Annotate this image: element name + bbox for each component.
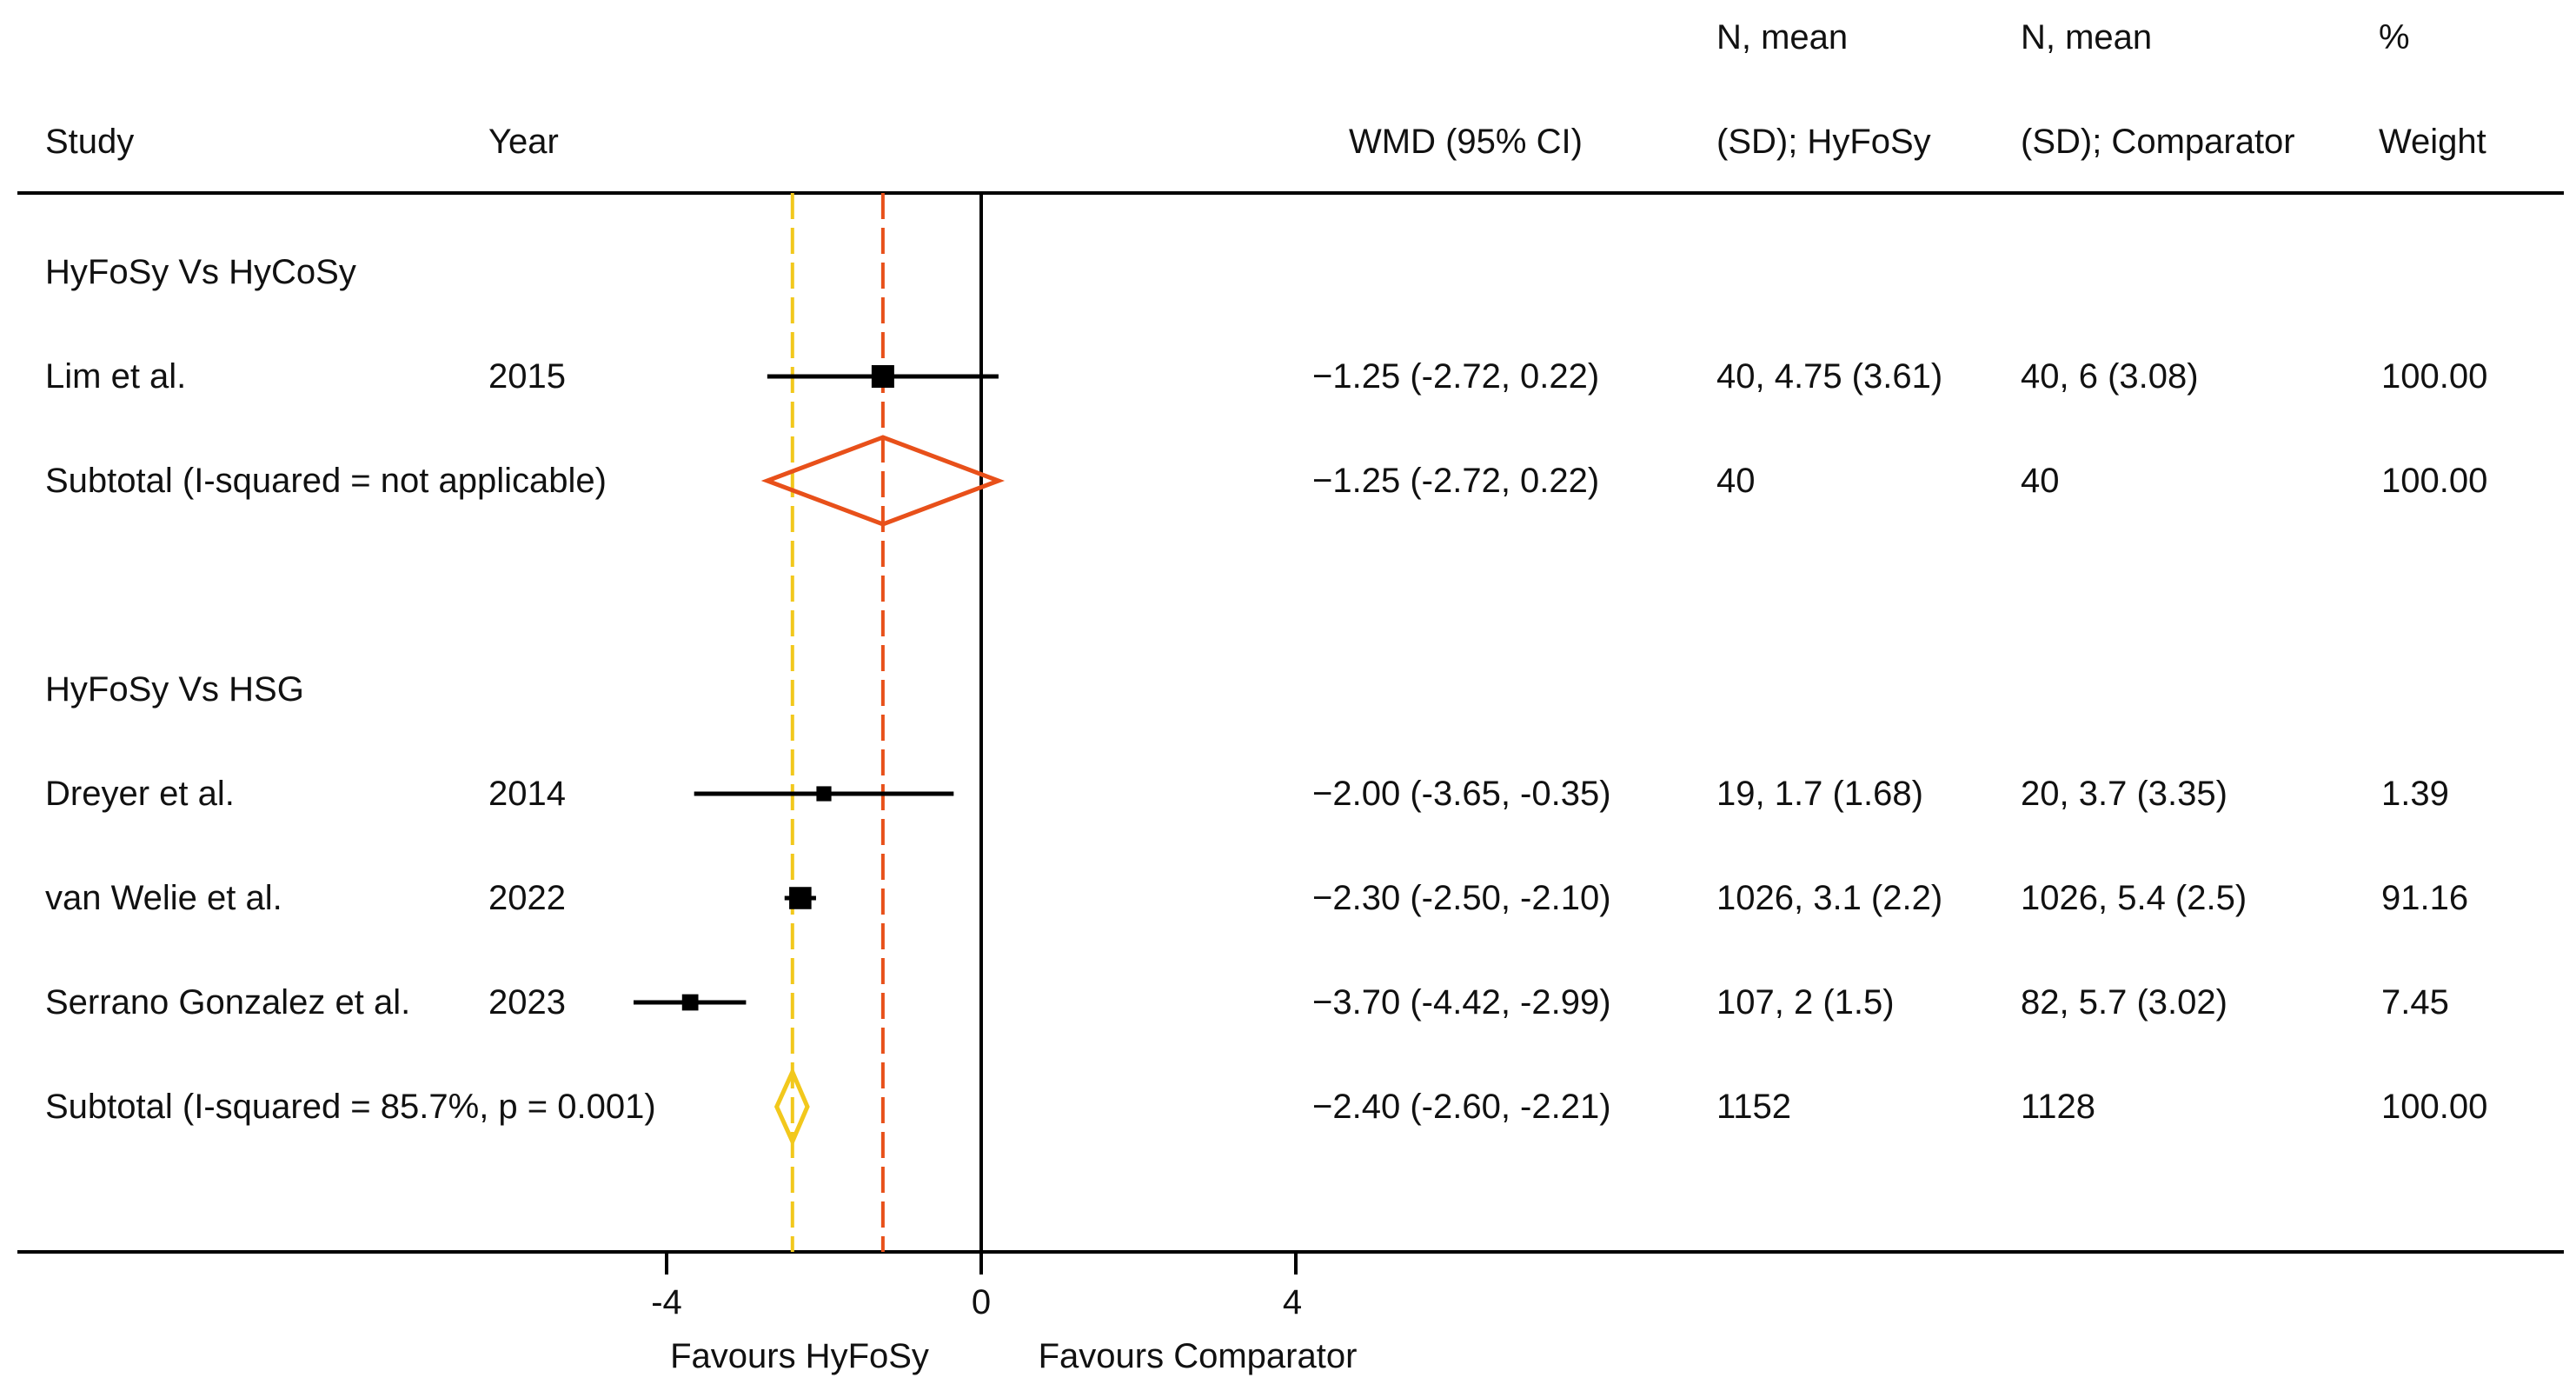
header-group2-line2: (SD); Comparator (2021, 123, 2295, 161)
subtotal-diamond (760, 435, 1006, 527)
point-estimate-marker (871, 365, 894, 388)
study-label: van Welie et al. (45, 879, 282, 917)
group-header-hycosy: HyFoSy Vs HyCoSy (45, 253, 356, 291)
subtotal-group1: 1152 (1716, 1088, 1792, 1126)
study-effect: −1.25 (-2.72, 0.22) (1312, 357, 1600, 396)
study-group2: 40, 6 (3.08) (2021, 357, 2199, 396)
header-weight-line1: % (2379, 18, 2410, 57)
subtotal-label: Subtotal (I-squared = not applicable) (45, 462, 607, 500)
point-estimate-marker (789, 887, 812, 909)
favours-right-label: Favours Comparator (1038, 1337, 1358, 1375)
study-weight: 100.00 (2381, 357, 2488, 396)
study-effect: −2.00 (-3.65, -0.35) (1312, 775, 1611, 813)
study-weight: 1.39 (2381, 775, 2449, 813)
header-group1-line2: (SD); HyFoSy (1716, 123, 1931, 161)
point-estimate-marker (681, 994, 699, 1011)
study-effect: −2.30 (-2.50, -2.10) (1312, 879, 1611, 917)
study-year: 2022 (488, 879, 566, 917)
subtotal-diamond (773, 1066, 810, 1148)
header-group1-line1: N, mean (1716, 18, 1849, 57)
header-year: Year (488, 123, 559, 161)
study-group1: 19, 1.7 (1.68) (1716, 775, 1923, 813)
subtotal-effect: −2.40 (-2.60, -2.21) (1312, 1088, 1611, 1126)
x-tick-label: -4 (651, 1283, 682, 1321)
subtotal-weight: 100.00 (2381, 1088, 2488, 1126)
header-study: Study (45, 123, 135, 161)
study-group1: 40, 4.75 (3.61) (1716, 357, 1943, 396)
subtotal-weight: 100.00 (2381, 462, 2488, 500)
point-estimate-marker (816, 786, 832, 802)
study-label: Serrano Gonzalez et al. (45, 983, 411, 1022)
subtotal-label: Subtotal (I-squared = 85.7%, p = 0.001) (45, 1088, 656, 1126)
study-year: 2015 (488, 357, 566, 396)
study-group2: 82, 5.7 (3.02) (2021, 983, 2227, 1022)
x-tick-label: 0 (971, 1283, 992, 1321)
study-group2: 1026, 5.4 (2.5) (2021, 879, 2247, 917)
study-weight: 91.16 (2381, 879, 2469, 917)
study-weight: 7.45 (2381, 983, 2449, 1022)
study-group2: 20, 3.7 (3.35) (2021, 775, 2227, 813)
subtotal-group2: 40 (2021, 462, 2060, 500)
header-weight-line2: Weight (2379, 123, 2486, 161)
header-group2-line1: N, mean (2021, 18, 2153, 57)
study-year: 2023 (488, 983, 566, 1022)
x-tick-label: 4 (1282, 1283, 1303, 1321)
study-label: Lim et al. (45, 357, 187, 396)
study-group1: 107, 2 (1.5) (1716, 983, 1895, 1022)
header-effect: WMD (95% CI) (1349, 123, 1583, 161)
subtotal-group2: 1128 (2021, 1088, 2096, 1126)
group-header-hsg: HyFoSy Vs HSG (45, 670, 304, 709)
subtotal-group1: 40 (1716, 462, 1756, 500)
study-group1: 1026, 3.1 (2.2) (1716, 879, 1943, 917)
favours-left-label: Favours HyFoSy (670, 1337, 929, 1375)
study-year: 2014 (488, 775, 566, 813)
study-effect: −3.70 (-4.42, -2.99) (1312, 983, 1611, 1022)
study-label: Dreyer et al. (45, 775, 235, 813)
subtotal-effect: −1.25 (-2.72, 0.22) (1312, 462, 1600, 500)
